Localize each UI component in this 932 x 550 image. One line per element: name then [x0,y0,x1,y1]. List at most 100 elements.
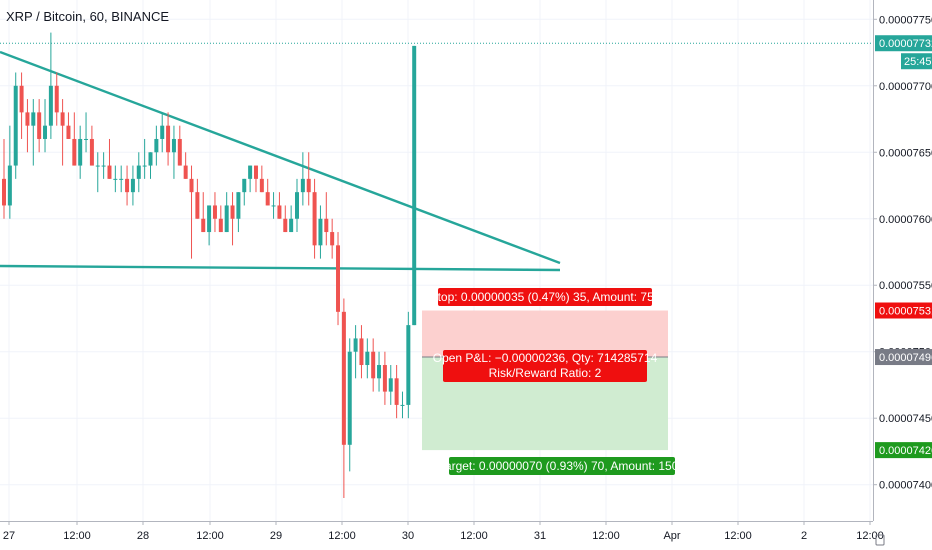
stop-label-box[interactable] [438,288,652,306]
candle-body [347,351,352,445]
candle-body [189,178,194,193]
candle-body [382,365,387,392]
candle-body [43,125,48,139]
target-label-box[interactable] [449,457,675,475]
candle-body [37,112,42,139]
last-price-badge: 0.00007732 [879,38,932,50]
candle-body [377,365,382,379]
candle-body [66,125,71,139]
target-price-badge: 0.00007426 [879,445,932,457]
candle-body [148,152,153,166]
trendline-layer [0,42,873,272]
candle-body [13,85,18,166]
pnl-label-box[interactable] [443,350,647,382]
candle-body [318,218,323,246]
candle-body [207,205,212,233]
y-tick-label: 0.00007550 [879,280,932,292]
y-tick-label: 0.00007750 [879,14,932,26]
x-tick-label: 12:00 [63,530,91,542]
candle-body [236,192,241,219]
entry-price-badge: 0.00007496 [879,352,932,364]
x-tick-label: 2 [801,530,807,542]
candle-body [142,165,147,167]
candle-body [289,218,294,233]
candle-body [107,165,112,179]
candle-body [312,192,317,246]
candle-body [306,178,311,193]
candle-body [19,85,24,113]
candle-body [412,45,417,326]
candle-body [359,338,364,366]
candle-body [277,205,282,219]
candle-body [2,178,6,206]
chart-settings-icon[interactable] [875,534,885,546]
candle-body [265,192,270,206]
last-price-badge-box [875,35,932,52]
candle-body [130,178,135,193]
candle-body [113,178,118,180]
y-tick-label: 0.00007650 [879,147,932,159]
candle-body [183,165,188,179]
trendline [0,264,561,272]
candle-body [295,192,299,219]
trendline [0,50,561,265]
candle-body [224,205,229,233]
candle-body [54,85,59,113]
x-tick-label: 12:00 [856,530,884,542]
candle-body [230,205,235,219]
x-tick-label: 28 [137,530,149,542]
x-tick-label: 12:00 [196,530,224,542]
pnl-label: Open P&L: −0.00000236, Qty: 714285714 [433,351,658,365]
candle-body [166,125,171,153]
candle-body [242,178,247,193]
x-tick-label: 31 [534,530,546,542]
x-tick-label: Apr [663,530,680,542]
x-tick-label: 12:00 [460,530,488,542]
candle-body [336,245,341,312]
candle-body [341,311,346,445]
candle-body [201,218,206,233]
x-tick-label: 27 [3,530,15,542]
candle-body [25,112,30,126]
candle-body [259,178,264,193]
position-tool[interactable]: Stop: 0.00000035 (0.47%) 35, Amount: 750… [422,288,685,475]
candle-body [248,165,253,179]
candle-body [7,165,12,206]
risk-reward-label: Risk/Reward Ratio: 2 [489,366,602,380]
y-tick-label: 0.00007400 [879,480,932,492]
candle-body [300,178,305,193]
risk-zone[interactable] [422,310,668,358]
candle-body [283,218,288,233]
y-tick-label: 0.00007700 [879,81,932,93]
candle-body [388,378,393,392]
stop-price-badge: 0.00007531 [879,306,932,318]
countdown-badge: 25:45 [904,56,932,68]
price-axis-panel[interactable] [873,0,932,550]
candle-body [371,351,376,379]
candle-body [218,218,223,233]
candle-body [330,232,335,246]
candle-body [353,338,358,352]
x-tick-label: 29 [270,530,282,542]
candle-body [48,85,53,126]
x-tick-label: 12:00 [592,530,620,542]
candle-body [78,138,83,166]
target-label: Target: 0.00000070 (0.93%) 70, Amount: 1… [439,459,686,473]
target-price-badge-box [875,442,932,459]
countdown-badge-box [901,53,932,70]
candle-body [95,165,100,167]
stop-label: Stop: 0.00000035 (0.47%) 35, Amount: 750 [430,290,661,304]
x-tick-label: 12:00 [328,530,356,542]
candle-body [31,112,36,126]
candle-body [271,205,276,207]
candle-body [195,192,200,219]
stop-price-badge-box [875,302,932,319]
candle-body [154,138,159,153]
candle-body [253,165,258,179]
candle-body [365,351,370,366]
candle-body [101,165,106,167]
candle-body [72,138,77,166]
